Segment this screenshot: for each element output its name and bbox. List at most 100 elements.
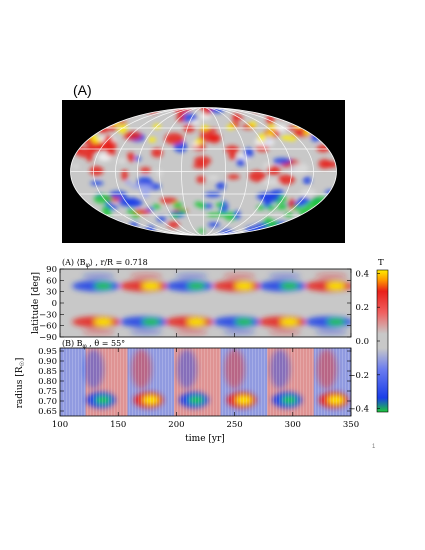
panel-b-ytick-label: 0.90 xyxy=(38,357,57,367)
map-blob xyxy=(152,204,161,210)
map-blob xyxy=(266,114,275,125)
map-blob xyxy=(178,209,187,215)
x-tick-label: 200 xyxy=(168,420,184,430)
field-blob-tail xyxy=(82,273,115,279)
map-blob xyxy=(194,201,203,207)
map-blob xyxy=(208,134,221,144)
field-blob-tail xyxy=(315,328,348,335)
map-blob xyxy=(106,150,116,156)
field-blob-peak xyxy=(326,282,345,290)
field-blob-peak xyxy=(280,318,299,326)
panel-a-ylabel: latitude [deg] xyxy=(31,272,41,334)
field-blob-peak xyxy=(326,318,345,326)
field-blob-peak xyxy=(141,282,160,290)
field-blob-tail xyxy=(175,273,208,279)
panel-a-ytick-label: 0 xyxy=(52,299,57,309)
map-blob xyxy=(292,205,301,211)
field-blob-tail xyxy=(130,273,163,279)
map-blob xyxy=(183,124,195,133)
field-blob-peak xyxy=(187,282,206,290)
field-blob-peak xyxy=(94,282,113,290)
page-number: 1 xyxy=(372,444,376,450)
map-blob xyxy=(262,179,281,186)
map-blob xyxy=(100,139,117,150)
panel-b-ylabel: radius [R☉] xyxy=(15,358,26,409)
panel-a-ytick-label: −60 xyxy=(39,322,57,332)
map-blob xyxy=(151,148,163,158)
map-blob xyxy=(226,124,235,130)
map-blob xyxy=(298,196,310,205)
x-tick-label: 300 xyxy=(285,420,301,430)
map-blob xyxy=(140,187,150,199)
map-blob xyxy=(124,180,133,185)
map-blob xyxy=(159,197,178,204)
colorbar-unit: T xyxy=(378,258,384,268)
panel-b-ytick-label: 0.95 xyxy=(38,347,57,357)
map-blob xyxy=(190,120,201,125)
map-blob xyxy=(227,174,240,180)
field-blob-tail xyxy=(223,273,256,279)
x-tick-label: 150 xyxy=(110,420,126,430)
map-blob xyxy=(171,213,180,219)
x-axis-label: time [yr] xyxy=(185,434,225,444)
field-blob-peak xyxy=(187,318,206,326)
map-blob xyxy=(89,166,104,176)
map-blob xyxy=(105,201,112,208)
colorbar-tick-label: 0.2 xyxy=(355,303,369,313)
mollweide-map xyxy=(70,107,337,236)
map-blob xyxy=(281,135,290,141)
map-blob xyxy=(194,139,203,145)
map-blob xyxy=(116,158,127,164)
map-blob xyxy=(215,182,226,190)
x-tick-label: 100 xyxy=(52,420,68,430)
map-blob xyxy=(90,180,104,186)
map-blob xyxy=(276,204,285,210)
map-blob xyxy=(164,132,184,145)
map-blob xyxy=(72,164,80,169)
colorbar-tick-label: 0.4 xyxy=(355,269,369,279)
panel-b-ytick-label: 0.70 xyxy=(38,397,57,407)
map-outline xyxy=(70,107,337,236)
map-blob xyxy=(167,221,180,229)
panel-b-title: (B) Bφ , θ = 55° xyxy=(62,339,125,350)
field-blob-tail xyxy=(130,328,163,335)
x-tick-label: 250 xyxy=(226,420,242,430)
map-blob xyxy=(318,159,331,169)
map-blob xyxy=(126,152,135,162)
field-blob-tail xyxy=(223,328,256,335)
field-blob-peak xyxy=(141,318,160,326)
field-blob-peak xyxy=(94,318,113,326)
field-blob-tail xyxy=(82,328,115,335)
map-blob xyxy=(156,216,167,222)
panel-b-ytick-label: 0.65 xyxy=(38,407,57,417)
map-blob xyxy=(263,199,272,208)
panel-b-ytick-label: 0.80 xyxy=(38,377,57,387)
map-blob xyxy=(101,206,110,212)
colorbar-tick-label: −0.4 xyxy=(348,405,369,415)
field-blob-tail xyxy=(175,328,208,335)
map-blob xyxy=(248,170,266,182)
map-blob xyxy=(303,176,312,185)
map-blob xyxy=(268,124,277,130)
map-blob xyxy=(92,138,101,144)
map-blob xyxy=(93,194,112,204)
panel-b-frame xyxy=(59,347,352,417)
map-blob xyxy=(148,137,157,143)
map-blob xyxy=(204,192,221,198)
map-blob xyxy=(288,136,297,142)
x-tick-label: 350 xyxy=(343,420,359,430)
field-blob-tail xyxy=(268,273,301,279)
panel-a-ytick-label: 90 xyxy=(46,265,57,275)
colorbar-tick-label: −0.2 xyxy=(348,371,369,381)
map-blob xyxy=(225,145,240,154)
field-blob-tail xyxy=(268,328,301,335)
map-blob xyxy=(300,188,317,197)
map-blob xyxy=(198,107,215,110)
panel-b-ytick-label: 0.85 xyxy=(38,367,57,377)
map-blob xyxy=(266,131,275,137)
map-blob xyxy=(228,152,237,160)
map-blob xyxy=(273,157,291,165)
map-blob xyxy=(86,154,93,162)
field-blob-peak xyxy=(234,282,253,290)
